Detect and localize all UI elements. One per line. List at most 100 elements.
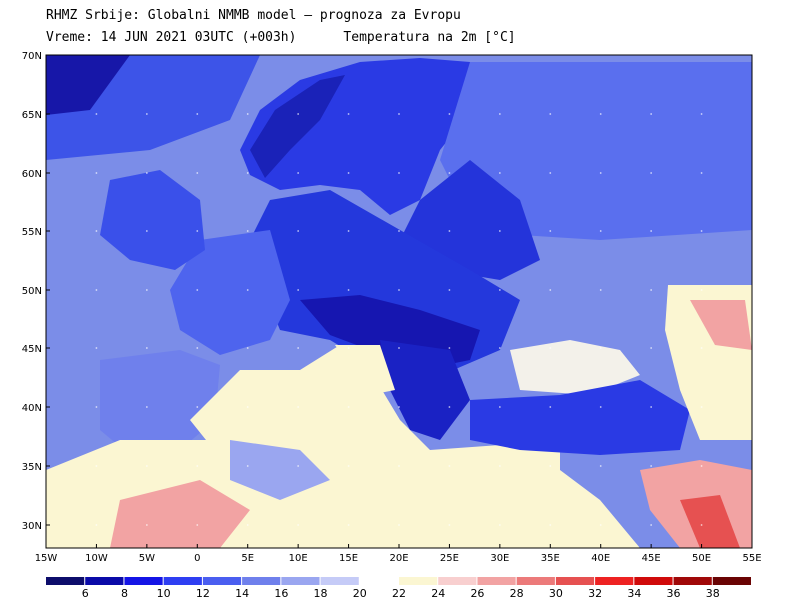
grid-dot (650, 113, 653, 115)
grid-dot (95, 406, 98, 408)
grid-dot (297, 230, 300, 232)
colorbar-swatch (399, 577, 438, 585)
grid-dot (599, 172, 602, 174)
tyrrhenian-warm (300, 345, 360, 430)
lon-label: 35E (541, 553, 560, 564)
grid-dot (498, 172, 501, 174)
anatolia (470, 380, 690, 455)
colorbar-swatch (516, 577, 555, 585)
grid-dot (599, 230, 602, 232)
grid-dot (95, 524, 98, 526)
grid-dot (498, 347, 501, 349)
adriatic-warm (335, 345, 395, 395)
grid-dot (347, 113, 350, 115)
lon-label: 50E (692, 553, 711, 564)
grid-dot (347, 230, 350, 232)
grid-dot (246, 465, 249, 467)
grid-dot (398, 230, 400, 232)
lon-label: 55E (742, 553, 761, 564)
grid-dot (95, 465, 98, 467)
colorbar-label: 6 (82, 587, 89, 600)
grid-dot (145, 465, 148, 467)
colorbar-swatch (46, 577, 85, 585)
colorbar-swatch (320, 577, 359, 585)
lon-label: 30E (490, 553, 509, 564)
grid-dot (398, 524, 400, 526)
colorbar-swatch (595, 577, 634, 585)
lon-label: 45E (642, 553, 661, 564)
lon-label: 20E (389, 553, 408, 564)
grid-dot (448, 289, 451, 291)
colorbar-label: 14 (235, 587, 249, 600)
colorbar-swatch (242, 577, 281, 585)
grid-dot (498, 524, 501, 526)
grid-dot (448, 465, 451, 467)
grid-dot (246, 172, 249, 174)
colorbar-swatch (555, 577, 595, 585)
grid-dot (95, 230, 98, 232)
grid-dot (145, 406, 148, 408)
grid-dot (246, 524, 249, 526)
lat-label: 35N (22, 462, 42, 473)
grid-dot (145, 347, 148, 349)
grid-dot (549, 289, 552, 291)
colorbar-swatch (712, 577, 751, 585)
grid-dot (498, 406, 501, 408)
lon-label: 40E (591, 553, 610, 564)
lon-label: 10W (85, 553, 108, 564)
arabia-hotter (680, 495, 740, 548)
colorbar-label: 8 (121, 587, 128, 600)
grid-dot (297, 289, 300, 291)
latitude-labels: 70N 65N 60N 55N 50N 45N 40N 35N 30N (22, 51, 50, 532)
grid-dot (650, 406, 653, 408)
grid-dot (145, 172, 148, 174)
colorbar-label: 34 (627, 587, 641, 600)
colorbar-label: 12 (196, 587, 210, 600)
grid-dot (246, 113, 249, 115)
colorbar-label: 18 (314, 587, 328, 600)
grid-dot (398, 172, 400, 174)
lat-label: 65N (22, 110, 42, 121)
grid-dot (599, 465, 602, 467)
grid-dot (196, 113, 199, 115)
lat-label: 30N (22, 521, 42, 532)
grid-dot (398, 113, 400, 115)
russia-north (440, 62, 752, 240)
grid-dot (398, 406, 400, 408)
grid-dot (448, 524, 451, 526)
colorbar-label: 26 (470, 587, 484, 600)
colorbar-label: 20 (353, 587, 367, 600)
colorbar-label: 38 (706, 587, 720, 600)
grid-dot (700, 113, 703, 115)
grid-dot (196, 347, 199, 349)
colorbar-label: 36 (667, 587, 681, 600)
grid-dot (700, 172, 703, 174)
colorbar-label: 30 (549, 587, 563, 600)
grid-dot (196, 230, 199, 232)
grid-dot (145, 524, 148, 526)
grid-dot (297, 406, 300, 408)
grid-dot (700, 524, 703, 526)
grid-dot (347, 465, 350, 467)
grid-dot (498, 465, 501, 467)
grid-dot (196, 465, 199, 467)
lat-label: 45N (22, 344, 42, 355)
grid-dot (549, 347, 552, 349)
lon-label: 15W (35, 553, 58, 564)
grid-dot (599, 113, 602, 115)
grid-dot (347, 347, 350, 349)
grid-dot (498, 113, 501, 115)
colorbar-label: 22 (392, 587, 406, 600)
grid-dot (196, 524, 199, 526)
lat-label: 40N (22, 403, 42, 414)
grid-dot (297, 172, 300, 174)
colorbar-swatch (163, 577, 202, 585)
norway-mountains (250, 75, 345, 178)
grid-dot (297, 113, 300, 115)
lat-label: 50N (22, 286, 42, 297)
grid-dot (549, 524, 552, 526)
british-isles (100, 170, 205, 270)
colorbar-swatch (477, 577, 516, 585)
grid-dot (650, 465, 653, 467)
iberia (100, 350, 220, 455)
